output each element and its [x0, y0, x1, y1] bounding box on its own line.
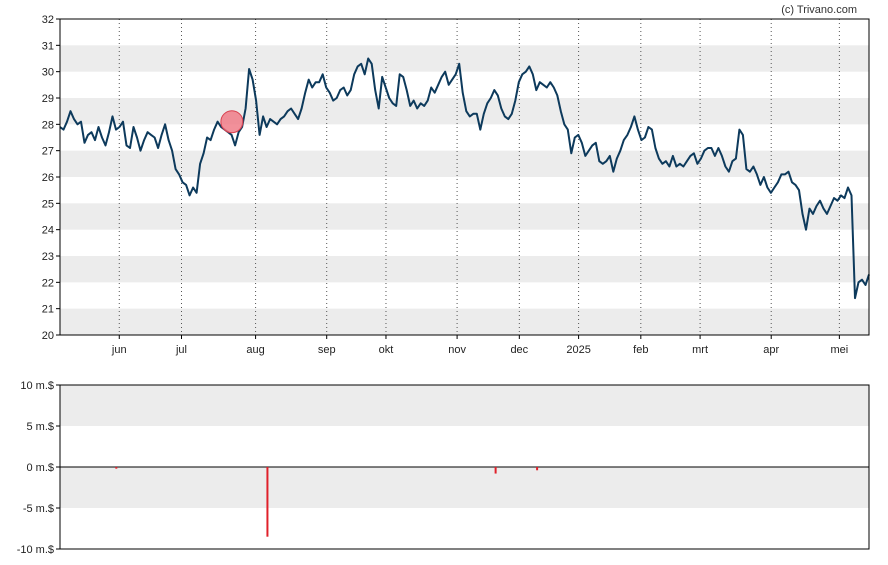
x-tick-label: apr — [763, 344, 779, 356]
price-chart: 20 21 22 23 24 25 26 27 28 29 30 31 32 jun jul aug sep o… — [42, 14, 870, 356]
y-tick-label: 23 — [42, 251, 54, 263]
x-tick-label: jun — [111, 344, 127, 356]
x-tick-label: jul — [175, 344, 187, 356]
volume-chart: 10 m.$ 5 m.$ 0 m.$ -5 m.$ -10 m.$ — [17, 380, 870, 556]
y-tick-label: 27 — [42, 146, 54, 158]
volume-bar — [266, 467, 269, 537]
price-line — [59, 57, 870, 300]
x-tick-label: mrt — [692, 344, 708, 356]
x-tick-label: sep — [318, 344, 336, 356]
price-band — [60, 308, 869, 335]
y-tick-label: 20 — [42, 330, 54, 342]
y-tick-label: 26 — [42, 172, 54, 184]
y-tick-label: 25 — [42, 198, 54, 210]
price-band — [60, 256, 869, 283]
price-band — [60, 150, 869, 177]
y-tick-label: 5 m.$ — [26, 421, 54, 433]
y-tick-label: 28 — [42, 119, 54, 131]
y-tick-label: -5 m.$ — [23, 503, 54, 515]
x-tick-label: mei — [830, 344, 848, 356]
y-tick-label: 10 m.$ — [20, 380, 54, 392]
volume-frame — [59, 384, 870, 550]
price-band — [60, 203, 869, 230]
y-tick-label: 24 — [42, 225, 54, 237]
volume-bar — [536, 467, 539, 471]
x-tick-label: nov — [448, 344, 466, 356]
price-frame — [59, 18, 870, 336]
y-tick-label: -10 m.$ — [17, 544, 54, 556]
price-band — [60, 45, 869, 72]
y-tick-label: 29 — [42, 93, 54, 105]
x-tick-label: dec — [510, 344, 528, 356]
volume-bar — [115, 467, 118, 469]
y-tick-label: 0 m.$ — [26, 462, 54, 474]
volume-bar — [494, 467, 497, 474]
y-tick-label: 31 — [42, 40, 54, 52]
x-tick-label: feb — [633, 344, 648, 356]
y-tick-label: 32 — [42, 14, 54, 26]
volume-band — [60, 467, 869, 508]
x-tick-label: 2025 — [566, 344, 590, 356]
y-tick-label: 22 — [42, 277, 54, 289]
y-tick-label: 21 — [42, 304, 54, 316]
credit-text: (c) Trivano.com — [781, 4, 857, 16]
y-tick-label: 30 — [42, 67, 54, 79]
volume-band — [60, 385, 869, 426]
x-tick-label: aug — [246, 344, 264, 356]
x-tick-label: okt — [379, 344, 394, 356]
price-marker — [220, 110, 244, 134]
